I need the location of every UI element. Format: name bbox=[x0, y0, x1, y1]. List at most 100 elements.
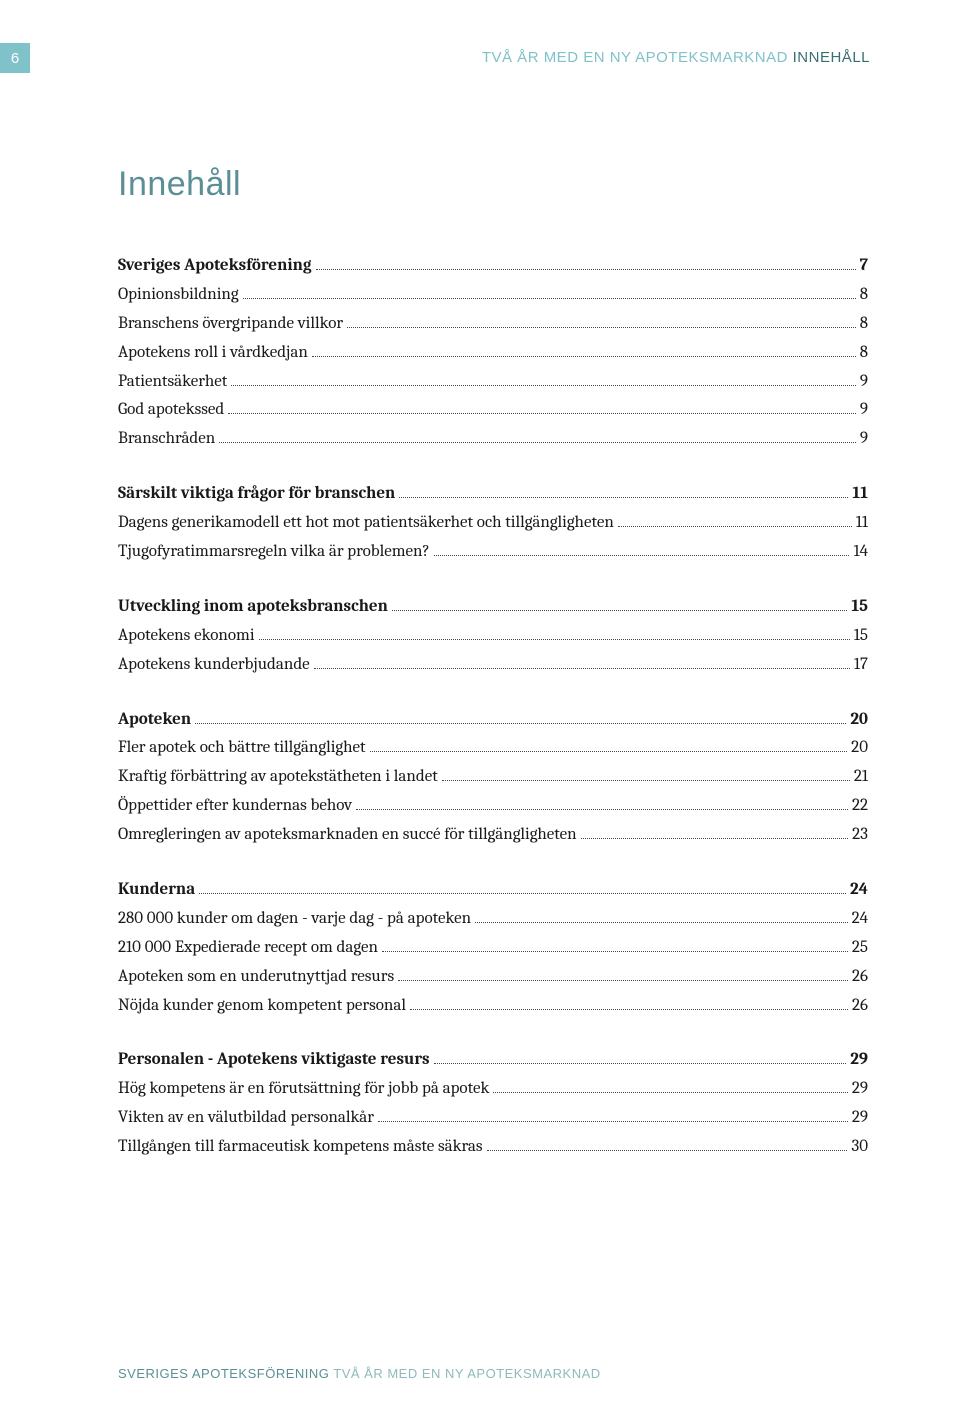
toc-item-page: 11 bbox=[856, 509, 868, 538]
toc-section: Utveckling inom apoteksbranschen 15Apotek… bbox=[118, 593, 868, 680]
header-light: TVÅ ÅR MED EN NY APOTEKSMARKNAD bbox=[482, 49, 788, 66]
footer-org: SVERIGES APOTEKSFÖRENING bbox=[118, 1366, 329, 1381]
toc-item-row: 280 000 kunder om dagen - varje dag - på… bbox=[118, 905, 868, 934]
toc-item-label: Hög kompetens är en förutsättning för jo… bbox=[118, 1075, 489, 1104]
toc-heading-row: Apoteken 20 bbox=[118, 706, 868, 735]
toc-item-page: 29 bbox=[852, 1104, 868, 1133]
toc-leader-dots bbox=[347, 327, 856, 328]
toc-item-row: Opinionsbildning 8 bbox=[118, 281, 868, 310]
toc-heading-row: Utveckling inom apoteksbranschen 15 bbox=[118, 593, 868, 622]
toc-item-page: 25 bbox=[852, 934, 868, 963]
toc-leader-dots bbox=[314, 668, 850, 669]
toc-item-label: 280 000 kunder om dagen - varje dag - på… bbox=[118, 905, 471, 934]
toc-item-label: Öppettider efter kundernas behov bbox=[118, 792, 352, 821]
toc-item-label: 210 000 Expedierade recept om dagen bbox=[118, 934, 378, 963]
toc-item-label: Tjugofyratimmarsregeln vilka är probleme… bbox=[118, 538, 430, 567]
toc-item-row: Tillgången till farmaceutisk kompetens m… bbox=[118, 1133, 868, 1162]
toc-item-label: Branschens övergripande villkor bbox=[118, 310, 343, 339]
toc-heading-row: Personalen - Apotekens viktigaste resurs… bbox=[118, 1046, 868, 1075]
toc-item-label: Fler apotek och bättre tillgänglighet bbox=[118, 734, 366, 763]
toc-item-page: 20 bbox=[851, 734, 868, 763]
toc-heading-label: Sveriges Apoteksförening bbox=[118, 252, 312, 281]
toc-heading-page: 20 bbox=[850, 706, 868, 735]
footer-title: TVÅ ÅR MED EN NY APOTEKSMARKNAD bbox=[333, 1366, 600, 1381]
toc-item-row: Fler apotek och bättre tillgänglighet 20 bbox=[118, 734, 868, 763]
toc-section: Personalen - Apotekens viktigaste resurs… bbox=[118, 1046, 868, 1162]
toc-heading-page: 29 bbox=[850, 1046, 868, 1075]
toc-heading-label: Apoteken bbox=[118, 706, 191, 735]
toc-item-label: Kraftig förbättring av apotekstätheten i… bbox=[118, 763, 438, 792]
toc-heading-row: Särskilt viktiga frågor för branschen11 bbox=[118, 480, 868, 509]
toc-item-page: 22 bbox=[852, 792, 868, 821]
toc-heading-label: Utveckling inom apoteksbranschen bbox=[118, 593, 388, 622]
toc-item-row: Tjugofyratimmarsregeln vilka är probleme… bbox=[118, 538, 868, 567]
toc-leader-dots bbox=[378, 1121, 848, 1122]
toc-item-label: Dagens generikamodell ett hot mot patien… bbox=[118, 509, 614, 538]
toc-leader-dots bbox=[434, 555, 850, 556]
toc-item-row: Apotekens roll i vårdkedjan 8 bbox=[118, 339, 868, 368]
toc-item-label: Branschråden bbox=[118, 425, 215, 454]
toc-item-page: 14 bbox=[853, 538, 868, 567]
toc-heading-page: 15 bbox=[851, 593, 868, 622]
toc-heading-label: Personalen - Apotekens viktigaste resurs bbox=[118, 1046, 430, 1075]
toc-section: Apoteken20Fler apotek och bättre tillgän… bbox=[118, 706, 868, 850]
running-header: TVÅ ÅR MED EN NY APOTEKSMARKNAD INNEHÅLL bbox=[150, 43, 960, 66]
toc-leader-dots bbox=[493, 1092, 847, 1093]
toc-section: Särskilt viktiga frågor för branschen11D… bbox=[118, 480, 868, 567]
toc-leader-dots bbox=[370, 751, 848, 752]
toc-item-page: 8 bbox=[860, 281, 868, 310]
toc-item-page: 15 bbox=[854, 622, 868, 651]
toc-item-label: Apoteken som en underutnyttjad resurs bbox=[118, 963, 394, 992]
toc-item-page: 8 bbox=[860, 310, 868, 339]
toc-item-row: Apoteken som en underutnyttjad resurs 26 bbox=[118, 963, 868, 992]
toc-item-page: 23 bbox=[852, 821, 868, 850]
toc-item-row: Omregleringen av apoteksmarknaden en suc… bbox=[118, 821, 868, 850]
toc-leader-dots bbox=[199, 893, 846, 894]
toc-item-page: 26 bbox=[852, 963, 868, 992]
toc-item-row: Vikten av en välutbildad personalkår 29 bbox=[118, 1104, 868, 1133]
running-footer: SVERIGES APOTEKSFÖRENING TVÅ ÅR MED EN N… bbox=[118, 1366, 601, 1381]
header-dark: INNEHÅLL bbox=[793, 49, 870, 66]
toc-item-page: 30 bbox=[851, 1133, 868, 1162]
toc-item-page: 8 bbox=[860, 339, 868, 368]
toc-item-label: Apotekens roll i vårdkedjan bbox=[118, 339, 308, 368]
toc-item-row: Branschråden9 bbox=[118, 425, 868, 454]
toc-leader-dots bbox=[398, 980, 848, 981]
page-number-tab: 6 bbox=[0, 43, 30, 73]
toc-heading-row: Kunderna 24 bbox=[118, 876, 868, 905]
toc-leader-dots bbox=[434, 1063, 847, 1064]
toc-item-row: 210 000 Expedierade recept om dagen 25 bbox=[118, 934, 868, 963]
toc-body: Sveriges Apoteksförening7Opinionsbildnin… bbox=[118, 252, 868, 1162]
toc-heading-page: 7 bbox=[860, 252, 868, 281]
toc-item-label: God apotekssed bbox=[118, 396, 224, 425]
toc-item-row: Branschens övergripande villkor 8 bbox=[118, 310, 868, 339]
toc-item-page: 26 bbox=[852, 992, 868, 1021]
toc-item-row: Öppettider efter kundernas behov 22 bbox=[118, 792, 868, 821]
toc-heading-row: Sveriges Apoteksförening 7 bbox=[118, 252, 868, 281]
toc-item-page: 21 bbox=[854, 763, 868, 792]
toc-item-row: Patientsäkerhet 9 bbox=[118, 368, 868, 397]
toc-item-label: Omregleringen av apoteksmarknaden en suc… bbox=[118, 821, 577, 850]
toc-item-label: Opinionsbildning bbox=[118, 281, 239, 310]
toc-section: Sveriges Apoteksförening7Opinionsbildnin… bbox=[118, 252, 868, 454]
toc-title: Innehåll bbox=[118, 165, 868, 204]
toc-item-label: Patientsäkerhet bbox=[118, 368, 227, 397]
toc-leader-dots bbox=[228, 413, 856, 414]
toc-item-label: Tillgången till farmaceutisk kompetens m… bbox=[118, 1133, 483, 1162]
toc-leader-dots bbox=[312, 356, 856, 357]
toc-leader-dots bbox=[392, 610, 847, 611]
toc-heading-page: 24 bbox=[850, 876, 868, 905]
toc-item-row: Apotekens ekonomi15 bbox=[118, 622, 868, 651]
toc-item-page: 29 bbox=[852, 1075, 868, 1104]
toc-item-page: 9 bbox=[860, 396, 868, 425]
toc-heading-label: Kunderna bbox=[118, 876, 195, 905]
toc-item-row: Hög kompetens är en förutsättning för jo… bbox=[118, 1075, 868, 1104]
toc-leader-dots bbox=[231, 385, 856, 386]
toc-item-page: 24 bbox=[852, 905, 868, 934]
toc-item-label: Vikten av en välutbildad personalkår bbox=[118, 1104, 374, 1133]
toc-section: Kunderna 24 280 000 kunder om dagen - varj… bbox=[118, 876, 868, 1020]
toc-leader-dots bbox=[382, 951, 848, 952]
toc-leader-dots bbox=[618, 526, 852, 527]
toc-item-page: 9 bbox=[860, 368, 868, 397]
toc-leader-dots bbox=[243, 298, 856, 299]
